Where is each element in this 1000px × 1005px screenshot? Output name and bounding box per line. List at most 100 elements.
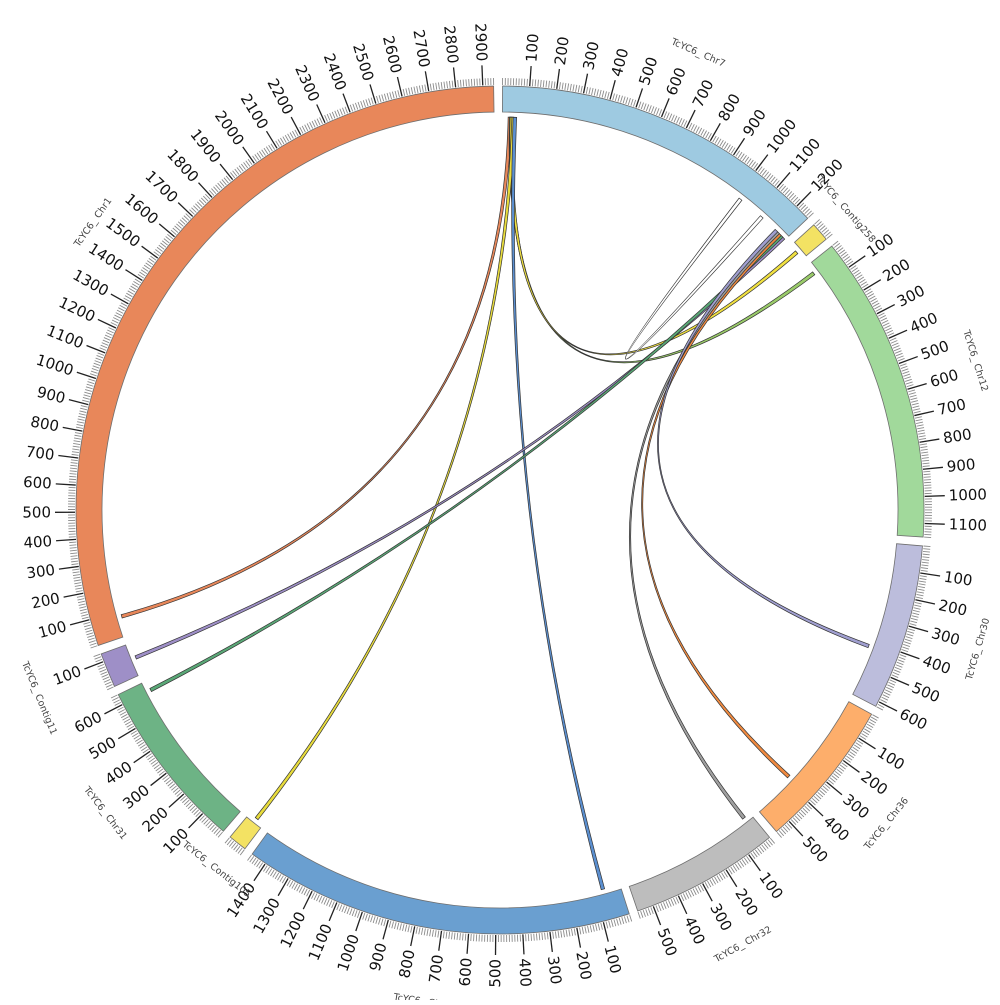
major-tick-chr1-100 <box>70 620 89 625</box>
tick-label-chr30-100: 100 <box>943 568 974 590</box>
tick-label-chr30-500: 500 <box>909 679 942 707</box>
segment-chr31[interactable] <box>118 683 240 831</box>
major-tick-chr7-900 <box>734 138 745 155</box>
tick-label-chr1-1700: 1700 <box>141 167 181 206</box>
tick-label-chr7-700: 700 <box>689 77 718 111</box>
tick-label-chr5-100: 100 <box>601 943 625 975</box>
tick-label-chr31-500: 500 <box>86 733 120 763</box>
major-tick-chr5-1000 <box>356 912 362 931</box>
tick-label-chr12-1000: 1000 <box>948 485 987 504</box>
tick-label-chr31-300: 300 <box>119 781 153 813</box>
tick-label-chr32-300: 300 <box>706 900 735 934</box>
link-chr7-contig258-2 <box>510 117 798 355</box>
major-tick-chr36-300 <box>827 782 842 795</box>
tick-label-chr1-1600: 1600 <box>121 190 162 228</box>
tick-label-chr1-2400: 2400 <box>320 51 350 93</box>
tick-label-chr36-200: 200 <box>857 767 891 798</box>
major-tick-chr5-100 <box>603 922 608 941</box>
tick-label-chr1-1800: 1800 <box>163 146 202 186</box>
major-tick-chr1-1900 <box>220 164 233 180</box>
link-chr7-chr5-4 <box>512 117 605 890</box>
major-tick-chr12-1100 <box>925 524 945 525</box>
tick-label-chr1-2500: 2500 <box>349 41 377 83</box>
tick-label-chr1-700: 700 <box>25 443 56 464</box>
segment-label-contig258: TcYC6_ Contig258 <box>813 174 877 245</box>
major-tick-chr1-700 <box>58 456 78 458</box>
tick-label-chr7-100: 100 <box>522 33 542 63</box>
tick-label-chr1-2800: 2800 <box>440 25 462 65</box>
link-chr7-contig105-3 <box>255 117 515 820</box>
tick-label-chr5-300: 300 <box>544 955 565 986</box>
tick-label-chr36-400: 400 <box>820 812 853 845</box>
tick-label-chr7-500: 500 <box>635 55 661 88</box>
major-tick-chr32-100 <box>749 855 761 871</box>
tick-label-chr1-500: 500 <box>22 503 51 521</box>
segment-contig11[interactable] <box>101 645 138 686</box>
tick-label-chr1-600: 600 <box>23 473 53 493</box>
tick-label-chr12-400: 400 <box>907 309 940 337</box>
tick-label-chr7-400: 400 <box>608 46 633 78</box>
major-tick-chr7-200 <box>557 69 560 89</box>
tick-label-chr1-2100: 2100 <box>237 91 272 133</box>
tick-label-chr7-1000: 1000 <box>763 115 800 156</box>
tick-label-chr30-400: 400 <box>920 652 953 679</box>
links-layer <box>121 117 869 890</box>
tick-label-chr12-600: 600 <box>928 366 961 391</box>
major-tick-chr36-400 <box>809 802 824 816</box>
major-tick-chr1-900 <box>69 400 88 405</box>
segment-chr30[interactable] <box>853 544 923 707</box>
major-tick-chr5-300 <box>550 932 552 952</box>
major-tick-chr31-100 <box>189 814 203 828</box>
tick-label-chr7-600: 600 <box>662 65 690 98</box>
major-tick-chr7-1000 <box>756 155 768 171</box>
segment-chr5[interactable] <box>252 833 629 934</box>
tick-label-chr1-100: 100 <box>36 617 68 642</box>
major-tick-chr7-500 <box>636 88 642 107</box>
tick-label-chr5-600: 600 <box>456 957 476 987</box>
major-tick-chr31-200 <box>169 794 184 807</box>
tick-label-chr1-2600: 2600 <box>379 34 405 75</box>
tick-label-chr30-200: 200 <box>937 596 969 620</box>
tick-label-chr1-2700: 2700 <box>409 28 433 69</box>
segment-chr7[interactable] <box>502 86 807 236</box>
tick-label-chr1-1100: 1100 <box>44 322 86 353</box>
segment-chr1[interactable] <box>76 86 494 645</box>
major-tick-chr1-2900 <box>482 65 483 85</box>
major-tick-chr30-100 <box>920 573 940 576</box>
major-tick-chr12-1000 <box>925 496 945 497</box>
tick-label-chr7-1100: 1100 <box>786 135 825 176</box>
major-tick-chr31-400 <box>134 751 150 762</box>
major-tick-chr5-900 <box>383 920 388 939</box>
major-tick-chr1-2500 <box>370 84 376 103</box>
tick-label-chr36-100: 100 <box>874 743 908 774</box>
tick-label-chr1-2200: 2200 <box>263 76 297 118</box>
major-tick-chr12-900 <box>923 467 943 469</box>
tick-label-chr5-1100: 1100 <box>305 921 336 963</box>
tick-label-chr5-1000: 1000 <box>334 932 363 974</box>
tick-label-chr1-300: 300 <box>25 561 56 583</box>
segment-label-chr5: TcYC6_ Chr5 <box>392 992 452 1000</box>
major-tick-chr7-400 <box>610 80 615 99</box>
tick-label-chr7-800: 800 <box>714 91 744 125</box>
major-tick-chr36-500 <box>789 821 803 836</box>
major-tick-chr1-600 <box>56 484 76 485</box>
major-tick-chr31-300 <box>151 773 167 785</box>
tick-label-chr1-2900: 2900 <box>471 23 491 62</box>
tick-label-chr30-600: 600 <box>897 705 931 734</box>
major-tick-chr5-700 <box>439 931 442 951</box>
major-tick-chr7-100 <box>530 66 531 86</box>
tick-label-chr12-500: 500 <box>918 337 951 364</box>
tick-label-chr7-900: 900 <box>739 106 770 140</box>
tick-label-chr12-700: 700 <box>936 395 968 419</box>
tick-label-chr5-800: 800 <box>395 948 418 980</box>
major-tick-chr1-1500 <box>142 246 158 258</box>
ticks-layer <box>55 65 945 955</box>
tick-label-chr5-1200: 1200 <box>277 909 310 951</box>
major-tick-chr1-300 <box>59 566 79 569</box>
major-tick-chr5-400 <box>523 934 524 954</box>
major-tick-chr1-1800 <box>199 183 213 198</box>
major-tick-chr30-400 <box>901 652 920 659</box>
segment-label-chr36: TcYC6_ Chr36 <box>862 796 911 853</box>
segment-label-chr12: TcYC6_ Chr12 <box>960 328 990 393</box>
